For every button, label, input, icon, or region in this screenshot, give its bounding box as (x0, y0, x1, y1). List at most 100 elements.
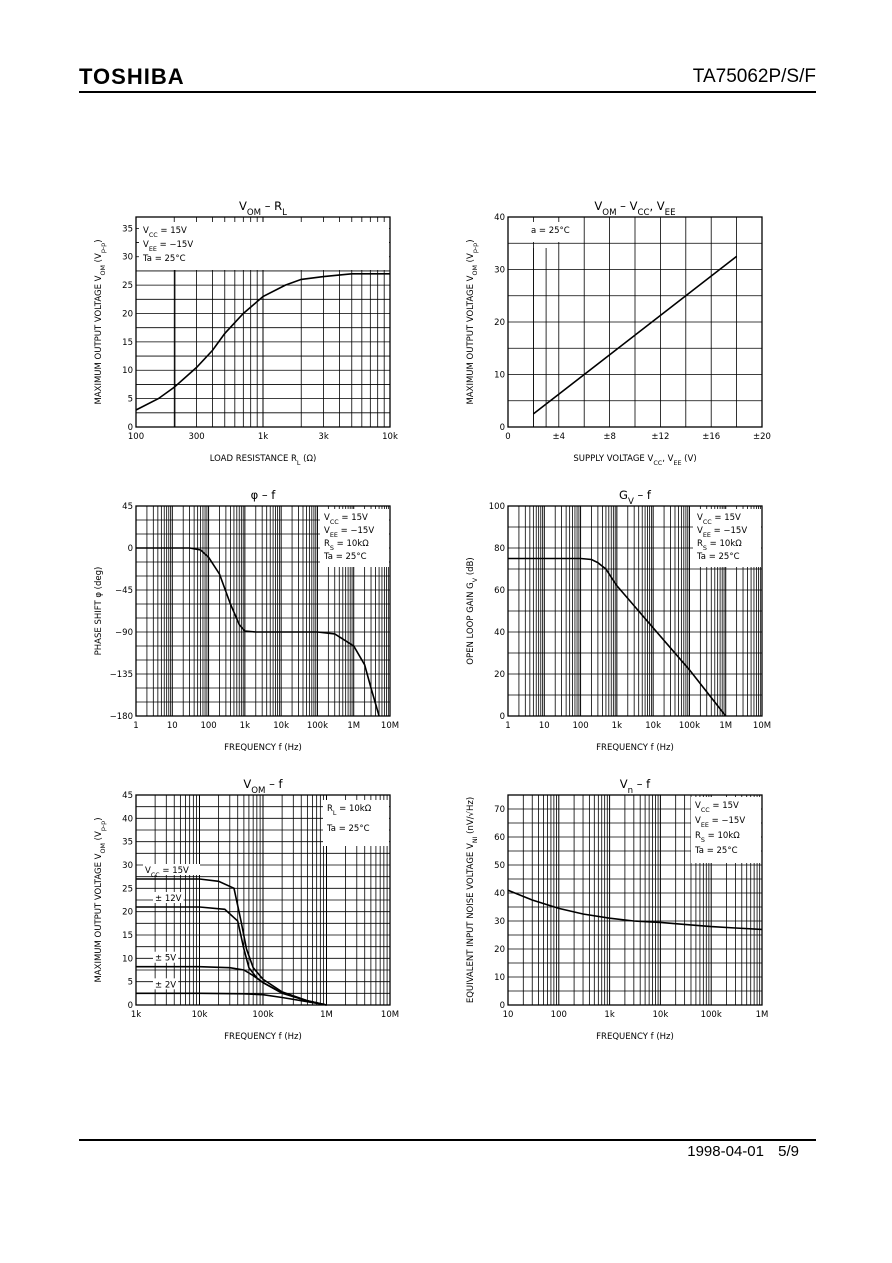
x-tick-label: 100k (307, 721, 328, 731)
condition-label: a = 25°C (531, 226, 570, 236)
condition-label: VEE = −15V (324, 526, 374, 539)
y-tick-label: 0 (128, 544, 133, 554)
x-tick-label: 3k (318, 432, 328, 442)
x-tick-label: 100 (551, 1010, 567, 1020)
y-tick-label: 60 (494, 833, 505, 843)
y-tick-label: 15 (122, 338, 133, 348)
x-tick-label: 0 (505, 432, 510, 442)
y-axis-label: MAXIMUM OUTPUT VOLTAGE VOM (Vp-p) (466, 239, 479, 404)
brand-logo: TOSHIBA (79, 64, 185, 89)
condition-label: Ta = 25°C (326, 824, 370, 834)
plot-frame (507, 216, 763, 428)
chart-title: VOM – f (243, 777, 283, 796)
series-label: ± 5V (155, 954, 176, 964)
condition-label: VCC = 15V (143, 226, 187, 239)
x-tick-label: 1M (756, 1010, 769, 1020)
x-axis-label: FREQUENCY f (Hz) (596, 1032, 674, 1042)
condition-label: VEE = −15V (143, 240, 193, 253)
x-tick-label: 1k (612, 721, 622, 731)
x-tick-label: 1M (719, 721, 732, 731)
x-tick-label: ±12 (651, 432, 669, 442)
x-tick-label: 10k (382, 432, 398, 442)
x-axis-label: FREQUENCY f (Hz) (224, 743, 302, 753)
y-tick-label: 0 (500, 1001, 505, 1011)
y-tick-label: 70 (494, 805, 505, 815)
part-number: TA75062P/S/F (692, 66, 816, 87)
x-tick-label: ±16 (702, 432, 720, 442)
x-tick-label: 1M (320, 1010, 333, 1020)
x-axis-label: SUPPLY VOLTAGE VCC, VEE (V) (573, 454, 696, 467)
x-tick-label: 100k (701, 1010, 722, 1020)
condition-label: VCC = 15V (695, 801, 739, 814)
y-tick-label: 20 (494, 318, 505, 328)
condition-label: Ta = 25°C (323, 552, 367, 562)
y-tick-label: 30 (122, 253, 133, 263)
y-tick-label: 35 (122, 838, 133, 848)
y-tick-label: 10 (122, 366, 133, 376)
x-tick-label: 10 (539, 721, 550, 731)
series-line (532, 255, 738, 415)
x-tick-label: 100k (252, 1010, 273, 1020)
conditions-box (320, 509, 389, 567)
y-tick-label: 10 (122, 954, 133, 964)
x-tick-label: 10M (381, 721, 399, 731)
conditions-box (527, 222, 575, 242)
chart-title: VOM – VCC, VEE (594, 199, 675, 218)
y-tick-label: 20 (122, 908, 133, 918)
x-tick-label: 10k (653, 1010, 669, 1020)
chart-title: φ – f (251, 488, 277, 502)
x-tick-label: 1M (347, 721, 360, 731)
y-tick-label: 10 (494, 371, 505, 381)
plot-frame (507, 505, 763, 717)
footer-page: 5/9 (778, 1143, 799, 1160)
y-tick-label: 30 (122, 861, 133, 871)
x-tick-label: 100k (679, 721, 700, 731)
y-tick-label: −180 (110, 712, 133, 722)
condition-label: VCC = 15V (697, 513, 741, 526)
x-tick-label: ±8 (603, 432, 616, 442)
y-tick-label: 60 (494, 586, 505, 596)
y-tick-label: 5 (128, 978, 133, 988)
y-tick-label: 0 (500, 423, 505, 433)
y-tick-label: 0 (128, 1001, 133, 1011)
y-axis-label: PHASE SHIFT φ (deg) (94, 567, 104, 656)
y-tick-label: 20 (122, 309, 133, 319)
y-tick-label: −90 (115, 628, 133, 638)
series-label-bg (143, 864, 200, 875)
plot-frame (135, 216, 391, 428)
y-tick-label: 40 (494, 213, 505, 223)
series-label: ± 2V (155, 980, 176, 990)
x-tick-label: 1k (258, 432, 268, 442)
y-tick-label: 20 (494, 670, 505, 680)
x-tick-label: 1 (505, 721, 510, 731)
condition-label: Ta = 25°C (694, 846, 738, 856)
conditions-box (693, 509, 761, 567)
series-line (136, 992, 327, 1006)
x-tick-label: 100 (572, 721, 588, 731)
x-tick-label: ±20 (753, 432, 771, 442)
y-tick-label: 45 (122, 502, 133, 512)
y-tick-label: 40 (494, 889, 505, 899)
x-tick-label: 10 (167, 721, 178, 731)
conditions-box (139, 222, 389, 270)
plot-frame (135, 505, 391, 717)
x-tick-label: 10k (273, 721, 289, 731)
y-tick-label: 40 (494, 628, 505, 638)
plot-frame (507, 794, 763, 1006)
condition-label: RL = 10kΩ (327, 804, 372, 817)
condition-label: RS = 10kΩ (324, 539, 369, 552)
y-tick-label: 50 (494, 861, 505, 871)
y-tick-label: 30 (494, 266, 505, 276)
y-tick-label: 5 (128, 395, 133, 405)
y-tick-label: 15 (122, 931, 133, 941)
series-line (507, 889, 763, 931)
y-tick-label: 0 (128, 423, 133, 433)
footer: 1998-04-01 5/9 (677, 1143, 799, 1160)
conditions-box (691, 797, 761, 863)
series-line (136, 965, 327, 1006)
footer-rule (79, 1139, 816, 1141)
